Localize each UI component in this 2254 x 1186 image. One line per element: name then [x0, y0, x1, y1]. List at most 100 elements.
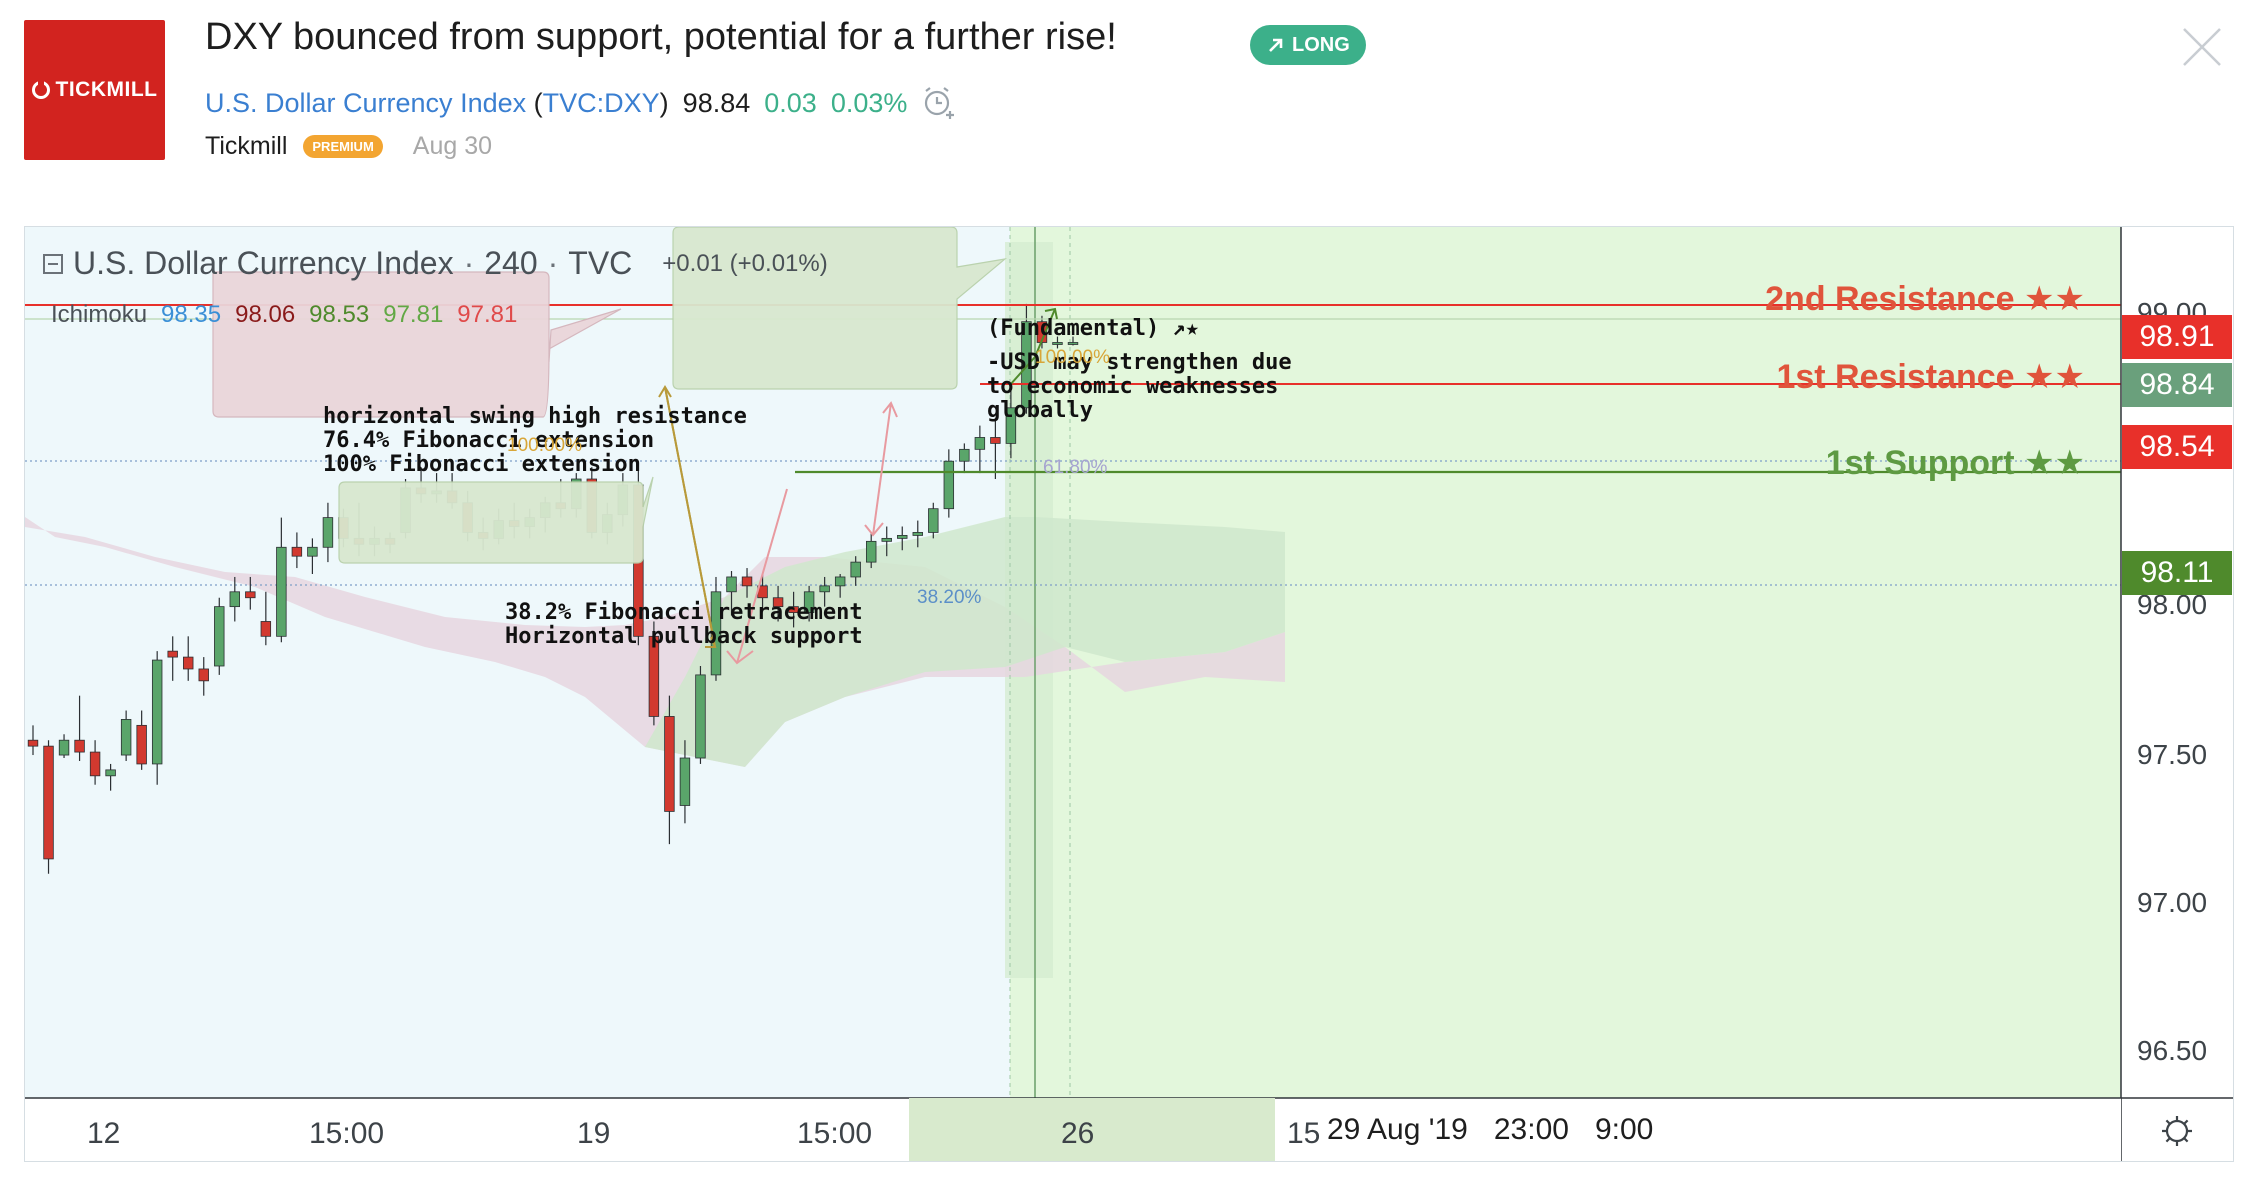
candle-up [120, 719, 132, 756]
candle-down [741, 576, 753, 587]
candle-up [881, 537, 892, 542]
candle-up [322, 517, 334, 548]
legend-symbol: U.S. Dollar Currency Index [73, 245, 454, 281]
candle-up [1021, 321, 1032, 409]
ichimoku-legend[interactable]: Ichimoku 98.35 98.06 98.53 97.81 97.81 [51, 301, 517, 329]
candle-up [276, 546, 287, 637]
candle-down [664, 716, 675, 812]
candle-up [897, 535, 908, 539]
symbol-line: U.S. Dollar Currency Index (TVC:DXY) 98.… [205, 84, 959, 122]
price-tick: 97.50 [2137, 739, 2208, 770]
crosshair-time-2: 9:00 [1594, 1113, 1654, 1146]
collapse-legend-icon[interactable] [43, 253, 63, 274]
time-tick: 15 [1287, 1117, 1321, 1150]
tickmill-mark-icon [31, 81, 50, 99]
chart-legend: U.S. Dollar Currency Index · 240 · TVC +… [43, 245, 828, 282]
ichimoku-value: 97.81 [383, 301, 444, 328]
ichimoku-value: 98.06 [235, 301, 296, 328]
close-icon[interactable] [2180, 25, 2224, 69]
candle-up [1052, 342, 1063, 345]
swing-arrowhead-up-icon [882, 401, 898, 418]
candle-up [803, 591, 815, 613]
callout-support[interactable] [338, 476, 654, 564]
fib-leg-up-line [664, 386, 716, 648]
candle-up [819, 585, 830, 593]
candle-up [58, 739, 70, 756]
candle-up [1067, 342, 1079, 345]
resistance-1-label: 1st Resistance ★★ [1776, 358, 2085, 396]
candle-down [89, 751, 101, 777]
ichimoku-label: Ichimoku [51, 301, 148, 328]
add-alert-icon[interactable] [921, 84, 959, 122]
ticker-open: ( [533, 87, 543, 118]
legend-exchange: TVC [568, 245, 633, 281]
crosshair-time-highlight [909, 1098, 1275, 1161]
projection-arrowhead-icon [1044, 307, 1058, 320]
callout-support-line: 38.2% Fibonacci retracement [505, 600, 863, 625]
candle-up [679, 757, 691, 806]
fib-100-label-left: 100.00% [507, 435, 583, 456]
symbol-link[interactable]: U.S. Dollar Currency Index (TVC:DXY) [205, 88, 669, 119]
legend-sep-2: · [547, 245, 559, 281]
callout-resistance-line: 76.4% Fibonacci extension [323, 428, 655, 453]
ichimoku-value: 98.35 [161, 301, 222, 328]
candle-down [788, 606, 799, 613]
idea-title: DXY bounced from support, potential for … [205, 16, 1117, 58]
candle-up [214, 606, 225, 667]
callout-fundamental-line: to economic weaknesses [987, 374, 1279, 399]
callout-fundamental-text: (Fundamental) ↗★ -USD may strengthen due… [987, 317, 1292, 423]
candle-up [943, 460, 955, 510]
crosshair-time-1: 23:00 [1493, 1113, 1569, 1146]
swing-arrow [872, 402, 892, 536]
candle-down [74, 739, 85, 753]
publish-date: Aug 30 [412, 132, 493, 160]
crosshair-time-label: 29 Aug '19 23:00 9:00 [1327, 1113, 1653, 1147]
callout-support-text: 38.2% Fibonacci retracement Horizontal p… [505, 601, 863, 649]
ticker-close: ) [659, 87, 669, 118]
symbol-change: 0.03 [764, 87, 817, 118]
candle-up [710, 591, 722, 676]
logo-text: TICKMILL [55, 78, 158, 101]
price-label-support-1: 98.11 [2122, 551, 2232, 595]
ichimoku-value: 97.81 [457, 301, 518, 328]
settings-gear-icon[interactable] [2162, 1116, 2192, 1146]
projection-arrow [1009, 308, 1056, 386]
candle-up [151, 659, 163, 765]
candle-up [695, 674, 706, 759]
candle-up [974, 437, 986, 450]
arrow-up-right-icon [1269, 38, 1283, 52]
legend-change: +0.01 (+0.01%) [662, 249, 828, 277]
time-tick: 15:00 [309, 1117, 385, 1150]
time-tick: 12 [87, 1117, 121, 1150]
callout-support-line: Horizontal pullback support [505, 624, 863, 649]
legend-sep-1: · [463, 245, 475, 281]
callout-fundamental-line: -USD may strengthen due [987, 350, 1292, 375]
time-tick: 19 [577, 1117, 611, 1150]
candle-down [27, 739, 39, 747]
callout-fundamental[interactable] [672, 227, 1008, 390]
fib-100-label-right: 100.00% [1035, 347, 1111, 368]
candle-down [772, 597, 784, 608]
price-label-last: 98.84 [2122, 363, 2232, 407]
premium-badge: PREMIUM [303, 135, 383, 158]
time-tick: 15:00 [797, 1117, 873, 1150]
candle-down [648, 635, 660, 717]
candle-down [43, 745, 54, 860]
callout-resistance[interactable] [212, 271, 622, 418]
long-badge-label: LONG [1292, 33, 1350, 56]
candle-up [834, 576, 846, 587]
candle-down [990, 437, 1001, 444]
candle-up [229, 591, 241, 608]
chart-widget[interactable]: U.S. Dollar Currency Index · 240 · TVC +… [24, 226, 2234, 1162]
long-badge: LONG [1250, 25, 1366, 65]
price-tick: 97.00 [2137, 887, 2208, 918]
candle-up [307, 546, 318, 557]
tickmill-logo[interactable]: TICKMILL [24, 20, 165, 160]
candle-down [260, 621, 272, 637]
candle-up [726, 576, 737, 593]
author-name[interactable]: Tickmill [205, 132, 288, 160]
swing-arrowhead-down-icon [864, 522, 884, 537]
fib-382-label: 38.20% [917, 587, 982, 608]
callout-fundamental-title: (Fundamental) ↗★ [987, 316, 1199, 341]
resistance-2-label: 2nd Resistance ★★ [1765, 280, 2085, 318]
